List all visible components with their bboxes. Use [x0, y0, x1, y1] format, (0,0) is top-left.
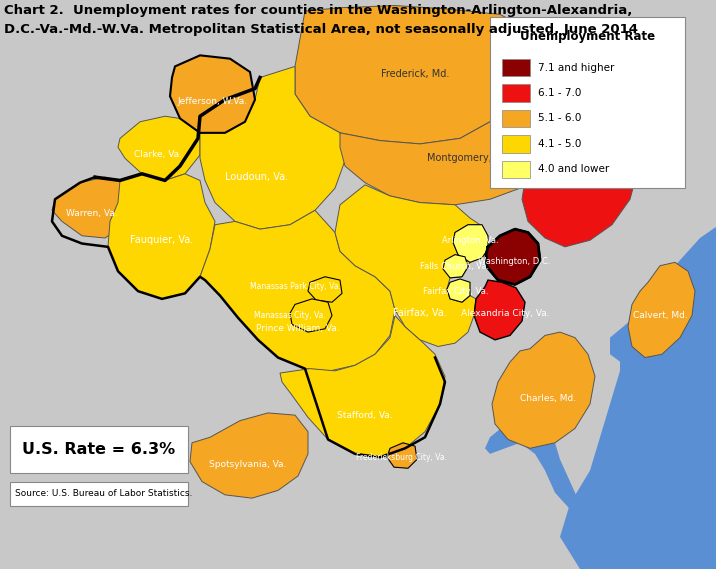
Polygon shape: [447, 279, 470, 302]
Polygon shape: [443, 254, 468, 278]
Text: Alexandria City, Va.: Alexandria City, Va.: [460, 309, 549, 318]
Polygon shape: [522, 125, 638, 247]
Polygon shape: [52, 177, 130, 238]
Polygon shape: [502, 135, 530, 152]
Polygon shape: [108, 174, 215, 299]
Polygon shape: [200, 211, 395, 371]
Polygon shape: [502, 59, 530, 76]
Polygon shape: [453, 225, 488, 262]
Polygon shape: [474, 280, 525, 340]
Text: Chart 2.  Unemployment rates for counties in the Washington-Arlington-Alexandria: Chart 2. Unemployment rates for counties…: [4, 4, 632, 17]
Text: Manassas Park City, Va.: Manassas Park City, Va.: [250, 282, 340, 291]
Text: Charles, Md.: Charles, Md.: [520, 394, 576, 403]
Text: Source: U.S. Bureau of Labor Statistics.: Source: U.S. Bureau of Labor Statistics.: [15, 489, 193, 498]
Text: Fairfax City, Va.: Fairfax City, Va.: [423, 287, 489, 296]
Text: Calvert, Md.: Calvert, Md.: [633, 311, 687, 320]
Polygon shape: [10, 426, 188, 473]
Text: U.S. Rate = 6.3%: U.S. Rate = 6.3%: [22, 442, 175, 457]
Text: 4.1 - 5.0: 4.1 - 5.0: [538, 139, 581, 149]
Polygon shape: [280, 315, 445, 457]
Text: Montgomery, Md.: Montgomery, Md.: [427, 153, 513, 163]
Polygon shape: [486, 229, 540, 284]
Polygon shape: [610, 321, 640, 365]
Text: Clarke, Va.: Clarke, Va.: [134, 150, 182, 159]
Text: Stafford, Va.: Stafford, Va.: [337, 411, 393, 419]
Polygon shape: [502, 160, 530, 178]
Text: Fauquier, Va.: Fauquier, Va.: [130, 235, 193, 245]
Polygon shape: [200, 67, 345, 229]
Text: Washington, D.C.: Washington, D.C.: [478, 257, 550, 266]
Polygon shape: [560, 227, 716, 569]
Text: Prince William, Va.: Prince William, Va.: [256, 324, 340, 333]
Polygon shape: [335, 185, 480, 347]
Polygon shape: [290, 299, 332, 332]
Polygon shape: [190, 413, 308, 498]
Polygon shape: [340, 83, 570, 205]
Polygon shape: [387, 443, 417, 468]
Text: Arlington, Va.: Arlington, Va.: [442, 236, 498, 245]
Text: 6.1 - 7.0: 6.1 - 7.0: [538, 88, 581, 98]
Text: Frederick, Md.: Frederick, Md.: [381, 69, 449, 79]
Polygon shape: [490, 17, 685, 188]
Polygon shape: [485, 415, 580, 509]
Polygon shape: [10, 481, 188, 506]
Text: Loudoun, Va.: Loudoun, Va.: [226, 172, 289, 182]
Text: Jefferson, W.Va.: Jefferson, W.Va.: [178, 97, 248, 106]
Polygon shape: [502, 110, 530, 127]
Polygon shape: [308, 277, 342, 302]
Text: Prince George's, Md.: Prince George's, Md.: [541, 178, 634, 187]
Text: D.C.-Va.-Md.-W.Va. Metropolitan Statistical Area, not seasonally adjusted, June : D.C.-Va.-Md.-W.Va. Metropolitan Statisti…: [4, 23, 637, 36]
Polygon shape: [118, 116, 200, 180]
Text: 7.1 and higher: 7.1 and higher: [538, 63, 614, 72]
Polygon shape: [502, 84, 530, 102]
Text: Fairfax, Va.: Fairfax, Va.: [393, 308, 447, 318]
Polygon shape: [492, 332, 595, 448]
Text: Manassas City, Va.: Manassas City, Va.: [254, 311, 326, 320]
Text: Fredericksburg City, Va.: Fredericksburg City, Va.: [357, 453, 448, 461]
Polygon shape: [170, 55, 255, 133]
Text: 4.0 and lower: 4.0 and lower: [538, 164, 609, 174]
Text: Spotsylvania, Va.: Spotsylvania, Va.: [209, 460, 286, 469]
Polygon shape: [295, 6, 530, 144]
Polygon shape: [628, 262, 695, 357]
Text: Falls Church, Va.: Falls Church, Va.: [420, 262, 490, 271]
Text: Warren, Va.: Warren, Va.: [66, 209, 118, 218]
Text: 5.1 - 6.0: 5.1 - 6.0: [538, 113, 581, 123]
Text: Unemployment Rate: Unemployment Rate: [520, 30, 655, 43]
